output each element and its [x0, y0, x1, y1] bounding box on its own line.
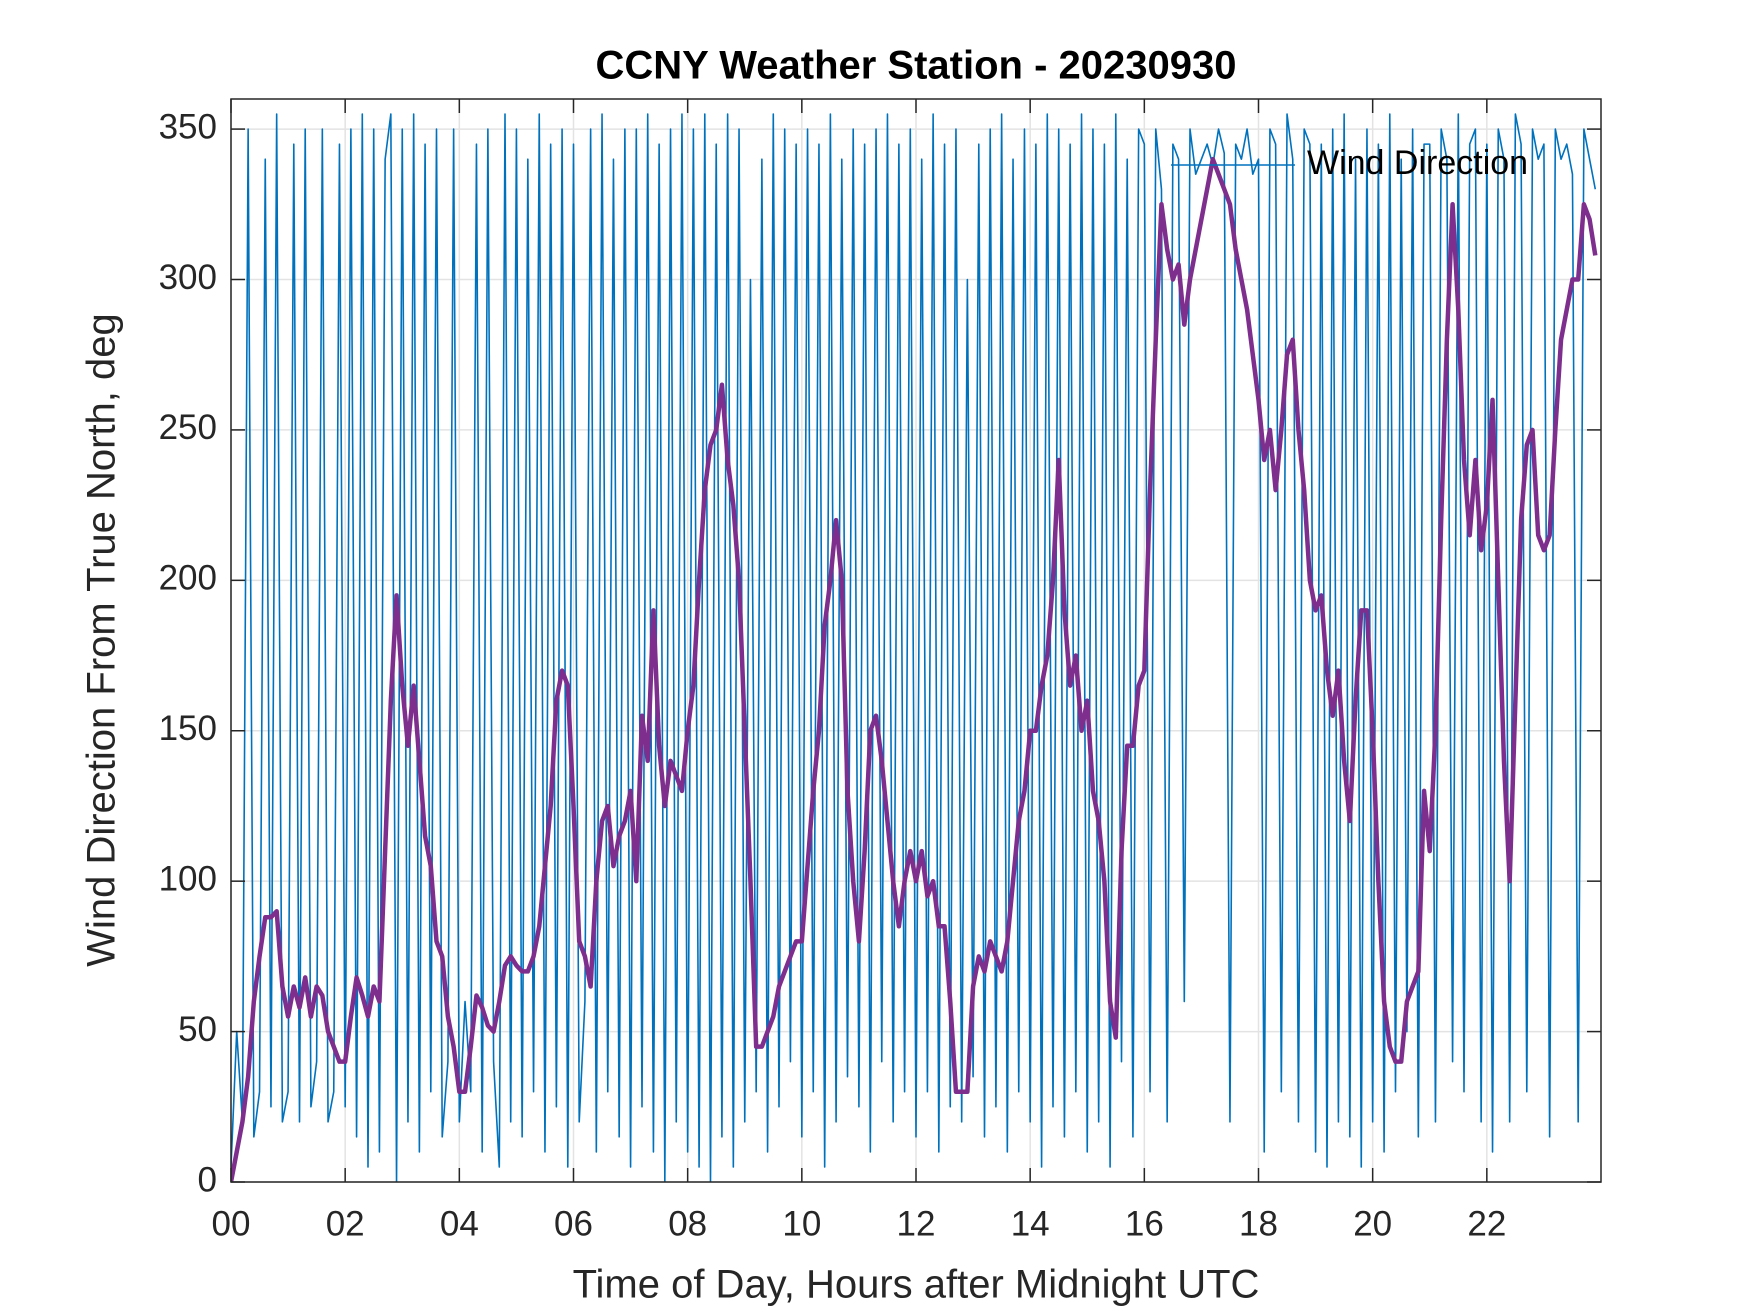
x-tick-label: 00 — [212, 1204, 251, 1243]
y-tick-label: 200 — [159, 559, 217, 598]
y-tick-label: 150 — [159, 709, 217, 748]
y-axis-label: Wind Direction From True North, deg — [80, 313, 124, 967]
y-tick-label: 250 — [159, 408, 217, 447]
x-axis-label: Time of Day, Hours after Midnight UTC — [573, 1263, 1260, 1307]
legend-label: Wind Direction — [1307, 144, 1528, 182]
x-tick-label: 02 — [326, 1204, 365, 1243]
x-tick-label: 20 — [1353, 1204, 1392, 1243]
y-tick-label: 350 — [159, 107, 217, 146]
x-tick-label: 04 — [440, 1204, 479, 1243]
x-tick-label: 18 — [1239, 1204, 1278, 1243]
x-tick-label: 12 — [897, 1204, 936, 1243]
x-tick-label: 22 — [1467, 1204, 1506, 1243]
x-tick-label: 10 — [782, 1204, 821, 1243]
y-tick-label: 0 — [198, 1160, 217, 1199]
y-tick-label: 50 — [178, 1010, 217, 1049]
x-tick-label: 14 — [1011, 1204, 1050, 1243]
x-tick-label: 08 — [668, 1204, 707, 1243]
data-line — [231, 113, 1597, 1182]
data-line — [231, 156, 1598, 1182]
x-tick-label: 16 — [1125, 1204, 1164, 1243]
x-tick-label: 06 — [554, 1204, 593, 1243]
y-tick-label: 300 — [159, 258, 217, 297]
chart-title: CCNY Weather Station - 20230930 — [596, 44, 1237, 88]
y-tick-label: 100 — [159, 859, 217, 898]
